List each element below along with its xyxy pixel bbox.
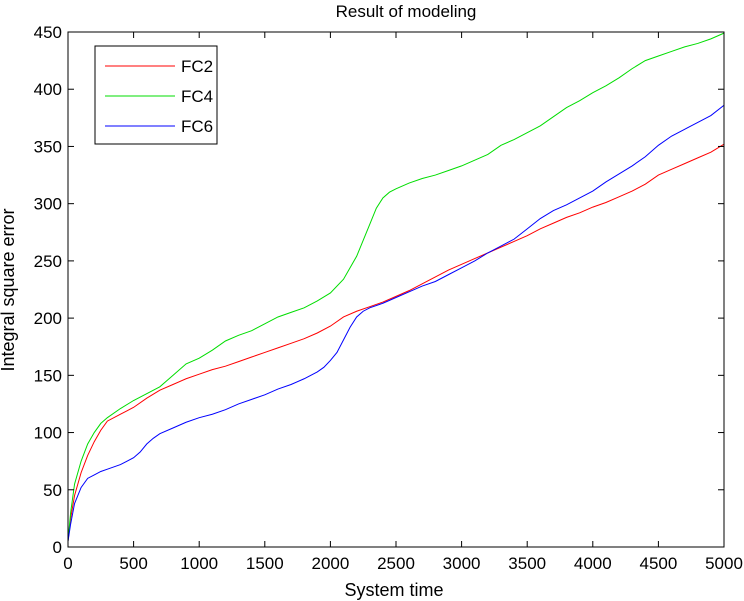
x-tick-label: 3000 [443, 554, 481, 573]
y-tick-label: 100 [34, 424, 62, 443]
y-tick-label: 350 [34, 137, 62, 156]
x-tick-label: 2000 [311, 554, 349, 573]
x-tick-label: 4000 [574, 554, 612, 573]
legend-box [94, 45, 218, 145]
x-axis-title: System time [344, 580, 443, 600]
series-line-fc4 [67, 32, 725, 542]
x-tick-label: 5000 [705, 554, 743, 573]
series-line-fc2 [67, 143, 725, 542]
chart-title: Result of modeling [336, 2, 477, 21]
x-tick-label: 3500 [508, 554, 546, 573]
legend-label-fc4: FC4 [181, 87, 213, 106]
axes-layer: 0 500 1000 1500 2000 2500 3000 3500 4000 4500 5000… [34, 23, 743, 573]
series-line-fc6 [67, 104, 725, 542]
y-tick-label: 400 [34, 80, 62, 99]
legend-label-fc2: FC2 [181, 57, 213, 76]
x-tick-label: 0 [63, 554, 72, 573]
x-tick-label: 4500 [639, 554, 677, 573]
y-tick-label: 250 [34, 252, 62, 271]
legend: FC2 FC4 FC6 [94, 45, 218, 145]
y-axis-title: Integral square error [0, 208, 18, 371]
y-tick-label: 150 [34, 366, 62, 385]
y-tick-label: 300 [34, 195, 62, 214]
x-tick-label: 500 [119, 554, 147, 573]
y-tick-label: 450 [34, 23, 62, 42]
y-tick-label: 0 [53, 538, 62, 557]
x-tick-label: 2500 [377, 554, 415, 573]
y-tick-label: 200 [34, 309, 62, 328]
y-tick-label: 50 [43, 481, 62, 500]
x-tick-label: 1000 [180, 554, 218, 573]
x-tick-label: 1500 [246, 554, 284, 573]
legend-label-fc6: FC6 [181, 117, 213, 136]
series-layer [67, 32, 725, 542]
